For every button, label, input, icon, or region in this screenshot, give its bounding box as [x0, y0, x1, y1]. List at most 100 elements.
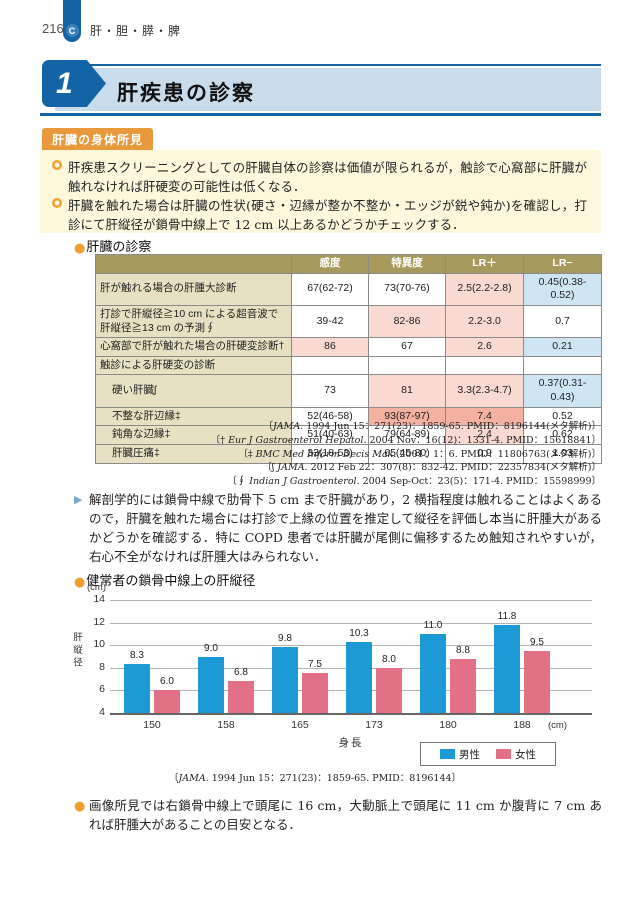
table-row: 触診による肝硬変の診断 [95, 355, 602, 376]
exam-table-head: 感度 特異度 LR＋ LR− [95, 254, 602, 274]
value-cell: 0.9 [445, 444, 524, 464]
row-label: 肝が触れる場合の肝腫大診断 [95, 272, 292, 306]
table-citations: 〔JAMA. 1994 Jun 15：271(23)：1859-65. PMID… [95, 420, 601, 489]
exam-table: 感度 特異度 LR＋ LR− 肝が触れる場合の肝腫大診断 67(62-72) 73(70-… [95, 254, 602, 464]
row-label: 不整な肝辺縁‡ [95, 406, 292, 427]
findings-bullet: 肝疾患スクリーニングとしての肝臓自体の診察は価値が限られるが，触診で心窩部に肝臓… [52, 158, 587, 196]
value-cell: 51(40-63) [291, 425, 369, 446]
value-cell: 73(70-76) [368, 272, 446, 306]
legend-item: 女性 [496, 747, 536, 762]
liver-span-chart: (cm) 肝縦径 4 6 8 10 12 14 8.3 6.0 150 9.0 6.8 158 9.8 7.5… [71, 580, 601, 749]
value-cell: 82-86 [368, 304, 446, 339]
y-tick-label: 4 [99, 706, 105, 718]
bar-value-label: 9.0 [204, 642, 218, 654]
value-cell: 2.5(2.2-2.8) [445, 272, 524, 306]
bar-value-label: 11.0 [423, 619, 443, 631]
value-cell: 67(62-72) [291, 272, 369, 306]
citation-line: 〔JAMA. 1994 Jun 15：271(23)：1859-65. PMID… [168, 773, 462, 784]
bar-value-label: 8.8 [456, 644, 470, 656]
section-banner-top-rule [55, 64, 601, 66]
row-label: 硬い肝臓ʃ [95, 374, 292, 408]
x-tick-label: 180 [439, 719, 457, 731]
citation-line: 〔ʃ JAMA. 2012 Feb 22：307(8)：832-42. PMID… [262, 462, 601, 474]
value-cell [445, 355, 524, 376]
chapter-badge: C [65, 24, 79, 37]
bar-value-label: 10.3 [349, 627, 369, 639]
value-cell: 79(64-89) [368, 425, 446, 446]
bar-男性 [198, 656, 224, 713]
bar-女性 [376, 667, 402, 713]
bar-女性 [450, 658, 476, 713]
value-cell: 73 [291, 374, 369, 408]
findings-box: 肝疾患スクリーニングとしての肝臓自体の診察は価値が限られるが，触診で心窩部に肝臓… [40, 150, 601, 233]
table-row: 肝が触れる場合の肝腫大診断 67(62-72) 73(70-76) 2.5(2.2-2… [95, 272, 602, 306]
row-label: 心窩部で肝が触れた場合の肝硬変診断† [95, 337, 292, 357]
row-label: 肝臓圧痛‡ [95, 444, 292, 464]
chart-citation: 〔JAMA. 1994 Jun 15：271(23)：1859-65. PMID… [95, 770, 535, 784]
x-axis-unit: (cm) [548, 720, 567, 731]
value-cell [523, 355, 602, 376]
table-row: 肝臓圧痛‡ 33(18-53) 65(45-80) 0.9 1.03 [95, 444, 602, 464]
citation-line: 〔∮ Indian J Gastroenterol. 2004 Sep-Oct：… [227, 476, 601, 488]
y-axis-label: 肝縦径 [71, 632, 82, 670]
bar-男性 [346, 641, 372, 713]
findings-label: 肝臓の身体所見 [42, 128, 154, 152]
orange-dot-icon: ● [74, 241, 86, 256]
gridline [110, 622, 592, 624]
ring-bullet-icon [52, 159, 62, 176]
bar-女性 [154, 690, 180, 713]
value-cell: 1.03 [523, 444, 602, 464]
legend-swatch-icon [496, 749, 511, 759]
table-row: 打診で肝縦径≧10 cm による超音波で肝縦径≧13 cm の予測∮ 39-42 8… [95, 304, 602, 339]
column-header: LR＋ [445, 254, 524, 274]
chapter-tab: C [63, 0, 81, 42]
x-tick-label: 173 [365, 719, 383, 731]
bar-女性 [228, 681, 254, 713]
y-tick-label: 10 [93, 638, 105, 651]
x-tick-label: 158 [217, 719, 235, 731]
column-header: 特異度 [368, 254, 446, 274]
triangle-bullet-icon: ▶ [74, 493, 83, 506]
bar-value-label: 9.8 [278, 633, 292, 645]
table-row: 心窩部で肝が触れた場合の肝硬変診断† 86 67 2.6 0.21 [95, 337, 602, 357]
gridline [110, 713, 592, 715]
value-cell: 52(46-58) [291, 406, 369, 427]
gridline [110, 600, 592, 601]
value-cell: 81 [368, 374, 446, 408]
value-cell: 0.21 [523, 337, 602, 357]
value-cell: 0.62 [523, 425, 602, 446]
value-cell: 0.45(0.38-0.52) [523, 272, 602, 306]
y-tick-label: 8 [99, 660, 105, 673]
table-row: 不整な肝辺縁‡ 52(46-58) 93(87-97) 7.4 0.52 [95, 406, 602, 427]
row-label: 鈍角な辺縁‡ [95, 425, 292, 446]
bar-value-label: 6.0 [160, 676, 174, 688]
y-tick-label: 14 [93, 593, 105, 605]
value-cell [368, 355, 446, 376]
bar-女性 [524, 650, 550, 713]
bar-男性 [272, 647, 298, 713]
chapter-title: 肝・胆・膵・脾 [90, 24, 182, 38]
findings-bullet: 肝臓を触れた場合は肝臓の性状(硬さ・辺縁が整か不整か・エッジが鋭や鈍か)を確認し… [52, 196, 587, 234]
x-axis-label: 身長 [338, 737, 364, 749]
column-header: 感度 [291, 254, 369, 274]
bar-男性 [124, 664, 150, 713]
x-tick-label: 188 [513, 719, 531, 731]
bar-value-label: 8.0 [382, 653, 396, 665]
y-tick-label: 6 [99, 683, 105, 696]
orange-dot-icon: ● [74, 799, 86, 814]
citation-line: 〔JAMA. 1994 Jun 15：271(23)：1859-65. PMID… [263, 421, 601, 432]
ring-bullet-icon [52, 197, 62, 214]
value-cell: 2.6 [445, 337, 524, 357]
value-cell: 39-42 [291, 304, 369, 339]
legend-item: 男性 [440, 747, 480, 762]
section-number: 1 [56, 66, 73, 100]
section-title: 肝疾患の診察 [117, 82, 255, 105]
bar-value-label: 7.5 [308, 659, 322, 671]
column-header: LR− [523, 254, 602, 274]
citation-line: 〔‡ BMC Med Inform Decis Mak. 2001：1：6. P… [238, 448, 601, 460]
chart-heading: ●健常者の鎖骨中線上の肝縦径 [74, 574, 256, 590]
bar-女性 [302, 673, 328, 713]
citation-line: 〔† Eur J Gastroenterol Hepatol. 2004 Nov… [210, 434, 601, 446]
x-tick-label: 165 [291, 719, 309, 731]
